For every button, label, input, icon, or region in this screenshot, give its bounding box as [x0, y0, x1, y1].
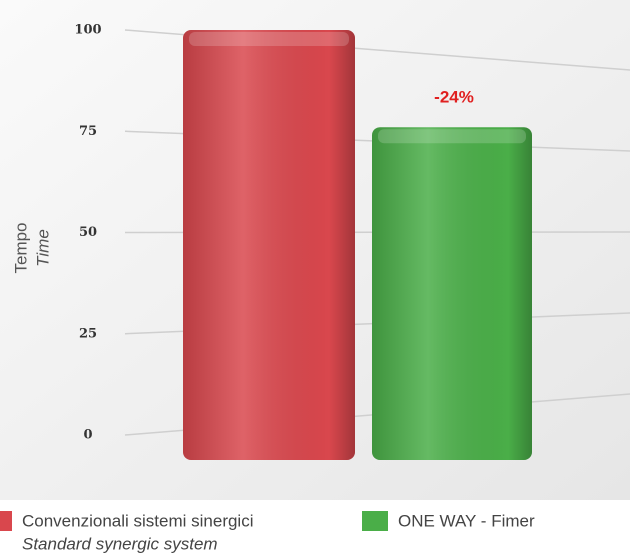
y-tick-label: 100: [74, 23, 101, 38]
bar-shade: [183, 30, 355, 460]
y-tick-label: 75: [79, 124, 97, 139]
y-tick-label: 0: [83, 428, 92, 443]
legend-label-en: Standard synergic system: [22, 534, 218, 553]
bar-shade: [372, 127, 532, 460]
y-axis-label: Tempo: [11, 222, 30, 273]
bar-top: [378, 129, 526, 144]
y-axis-label-en: Time: [33, 229, 52, 267]
bar-top: [189, 32, 349, 46]
annotation: -24%: [434, 87, 474, 106]
legend-swatch: [0, 511, 12, 531]
legend-swatch: [362, 511, 388, 531]
y-tick-label: 25: [79, 326, 97, 341]
legend-label: Convenzionali sistemi sinergici: [22, 511, 253, 530]
y-tick-label: 50: [79, 225, 97, 240]
legend-label: ONE WAY - Fimer: [398, 511, 535, 530]
